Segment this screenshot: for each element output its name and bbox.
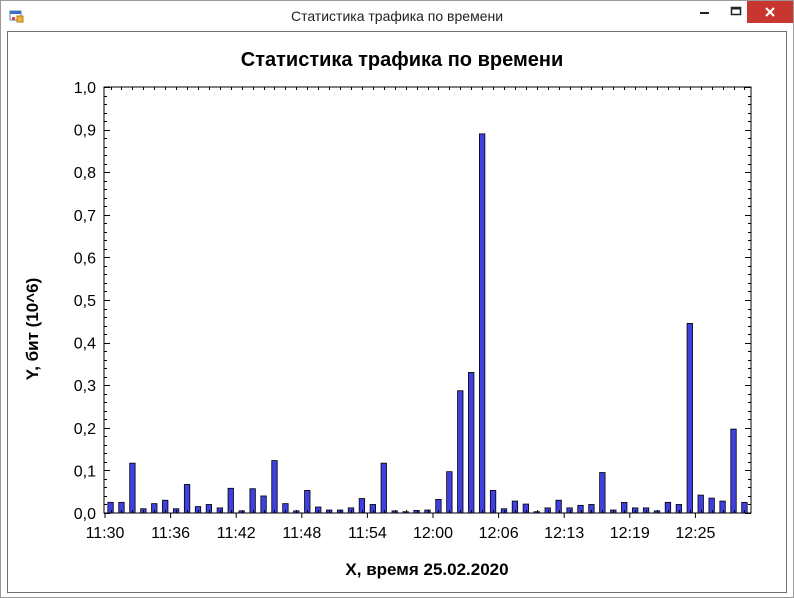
bar (183, 484, 191, 514)
title-bar[interactable]: Статистика трафика по времени (1, 1, 793, 31)
y-tick-label: 0,1 (74, 463, 96, 480)
minimize-icon (700, 12, 709, 14)
bar (719, 500, 726, 514)
x-tick-label: 12:25 (675, 525, 715, 542)
x-tick-label: 12:06 (479, 525, 519, 542)
bar (424, 509, 431, 514)
bar (675, 504, 683, 514)
close-icon (765, 7, 775, 17)
app-icon (9, 10, 24, 23)
bar (708, 497, 715, 514)
close-button[interactable] (747, 1, 793, 23)
x-tick-label: 12:00 (413, 525, 453, 542)
chart-panel: Статистика трафика по времени X, время 2… (7, 31, 787, 593)
bar (697, 494, 704, 514)
bar (369, 504, 376, 514)
x-axis: 11:30 11:36 11:42 11:48 11:54 12:00 12:06 12:13… (86, 87, 745, 542)
plot-area (103, 86, 752, 514)
bar (227, 487, 234, 514)
x-tick-label: 12:19 (610, 525, 650, 542)
bar (347, 507, 355, 514)
bars (107, 133, 748, 514)
bar (391, 510, 398, 514)
x-tick-label: 11:48 (282, 525, 321, 542)
y-tick-label: 0,0 (74, 506, 96, 523)
y-tick-label: 0,8 (74, 165, 96, 182)
bar (402, 511, 409, 514)
bar (599, 472, 606, 514)
bar (577, 504, 584, 514)
bar (730, 428, 737, 514)
y-tick-label: 0,9 (74, 123, 96, 140)
bar (533, 511, 540, 514)
bar (260, 495, 267, 514)
y-tick-label: 0,2 (74, 421, 96, 438)
bar (194, 506, 202, 514)
y-tick-label: 0,6 (74, 250, 96, 267)
bar (304, 490, 311, 514)
bar (238, 510, 245, 514)
y-tick-label: 1,0 (74, 80, 96, 97)
y-axis: 0,0 0,1 0,2 0,3 0,4 0,5 0,6 0,7 0,8 0,9 1,0 (74, 80, 751, 523)
bar (358, 498, 366, 514)
bar (380, 462, 387, 514)
bar (555, 499, 562, 514)
bar (468, 372, 475, 514)
y-tick-label: 0,4 (74, 336, 96, 353)
x-tick-label: 11:30 (86, 525, 125, 542)
bar (479, 133, 486, 514)
bar (249, 488, 256, 514)
y-tick-label: 0,5 (74, 293, 96, 310)
bar (413, 510, 420, 514)
maximize-icon (730, 6, 742, 16)
y-axis-label: Y, бит (10^6) (23, 278, 42, 381)
x-axis-label: X, время 25.02.2020 (345, 560, 508, 579)
window-title: Статистика трафика по времени (290, 8, 504, 24)
x-tick-label: 11:54 (348, 525, 387, 542)
maximize-button[interactable] (721, 1, 751, 23)
bar (129, 462, 136, 514)
bar (107, 501, 114, 514)
bar (522, 503, 529, 514)
chart: Статистика трафика по времени X, время 2… (23, 49, 752, 579)
bar (216, 507, 223, 514)
minimize-button[interactable] (690, 1, 720, 23)
bar (489, 490, 497, 514)
bar (511, 500, 519, 514)
y-tick-label: 0,3 (74, 378, 96, 395)
bar (271, 460, 278, 514)
x-tick-label: 11:36 (151, 525, 190, 542)
y-tick-label: 0,7 (74, 208, 96, 225)
bar (205, 504, 213, 514)
plot-frame (103, 86, 752, 514)
chart-title: Статистика трафика по времени (241, 49, 564, 71)
bar (457, 390, 464, 514)
bar (686, 323, 693, 514)
bar (566, 507, 573, 514)
x-tick-label: 11:42 (217, 525, 256, 542)
bar (544, 507, 551, 514)
bar (446, 471, 453, 514)
bar (664, 501, 672, 514)
x-tick-label: 12:13 (544, 525, 584, 542)
